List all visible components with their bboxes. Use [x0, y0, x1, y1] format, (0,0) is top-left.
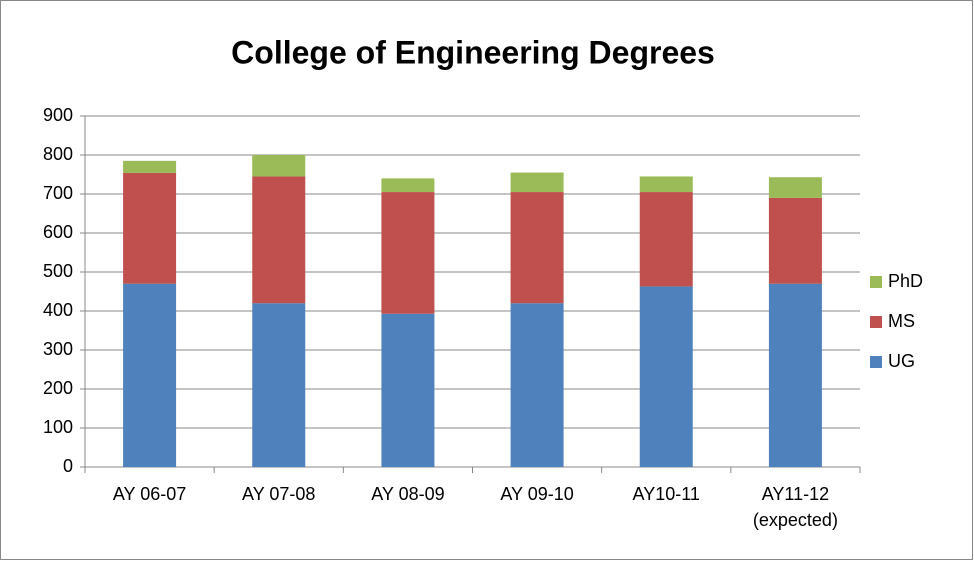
bar-segment — [381, 313, 435, 467]
x-tick-label: AY 06-07 — [113, 484, 186, 504]
legend-swatch — [870, 356, 882, 368]
x-tick-label: AY 07-08 — [242, 484, 315, 504]
bar-segment — [252, 303, 306, 467]
bar-segment — [768, 283, 822, 467]
legend-label: UG — [888, 351, 915, 371]
legend-label: PhD — [888, 271, 923, 291]
bar-segment — [381, 192, 435, 314]
x-tick-label: AY 09-10 — [500, 484, 573, 504]
y-tick-label: 100 — [43, 417, 73, 437]
bar-segment — [510, 172, 564, 193]
bar-segment — [639, 176, 693, 193]
y-tick-label: 200 — [43, 378, 73, 398]
bar-segment — [123, 160, 177, 173]
bar-segment — [381, 178, 435, 193]
y-tick-label: 0 — [63, 456, 73, 476]
legend-swatch — [870, 276, 882, 288]
bar-segment — [639, 192, 693, 287]
chart-title: College of Engineering Degrees — [231, 34, 715, 70]
y-tick-label: 800 — [43, 144, 73, 164]
legend-swatch — [870, 316, 882, 328]
x-tick-label: AY 08-09 — [371, 484, 444, 504]
legend-label: MS — [888, 311, 915, 331]
bar-segment — [639, 286, 693, 467]
bar-segment — [252, 176, 306, 304]
y-tick-label: 300 — [43, 339, 73, 359]
bar-segment — [123, 283, 177, 467]
y-tick-label: 600 — [43, 222, 73, 242]
y-tick-label: 900 — [43, 105, 73, 125]
bar-segment — [252, 155, 306, 177]
bar-segment — [768, 197, 822, 284]
bar-segment — [768, 177, 822, 198]
x-tick-label: AY10-11 — [633, 484, 700, 504]
y-tick-label: 500 — [43, 261, 73, 281]
bar-segment — [510, 303, 564, 467]
y-tick-label: 400 — [43, 300, 73, 320]
x-tick-label: AY11-12 (expected) — [753, 484, 838, 530]
y-tick-label: 700 — [43, 183, 73, 203]
bar-segment — [510, 192, 564, 304]
bar-segment — [123, 172, 177, 284]
